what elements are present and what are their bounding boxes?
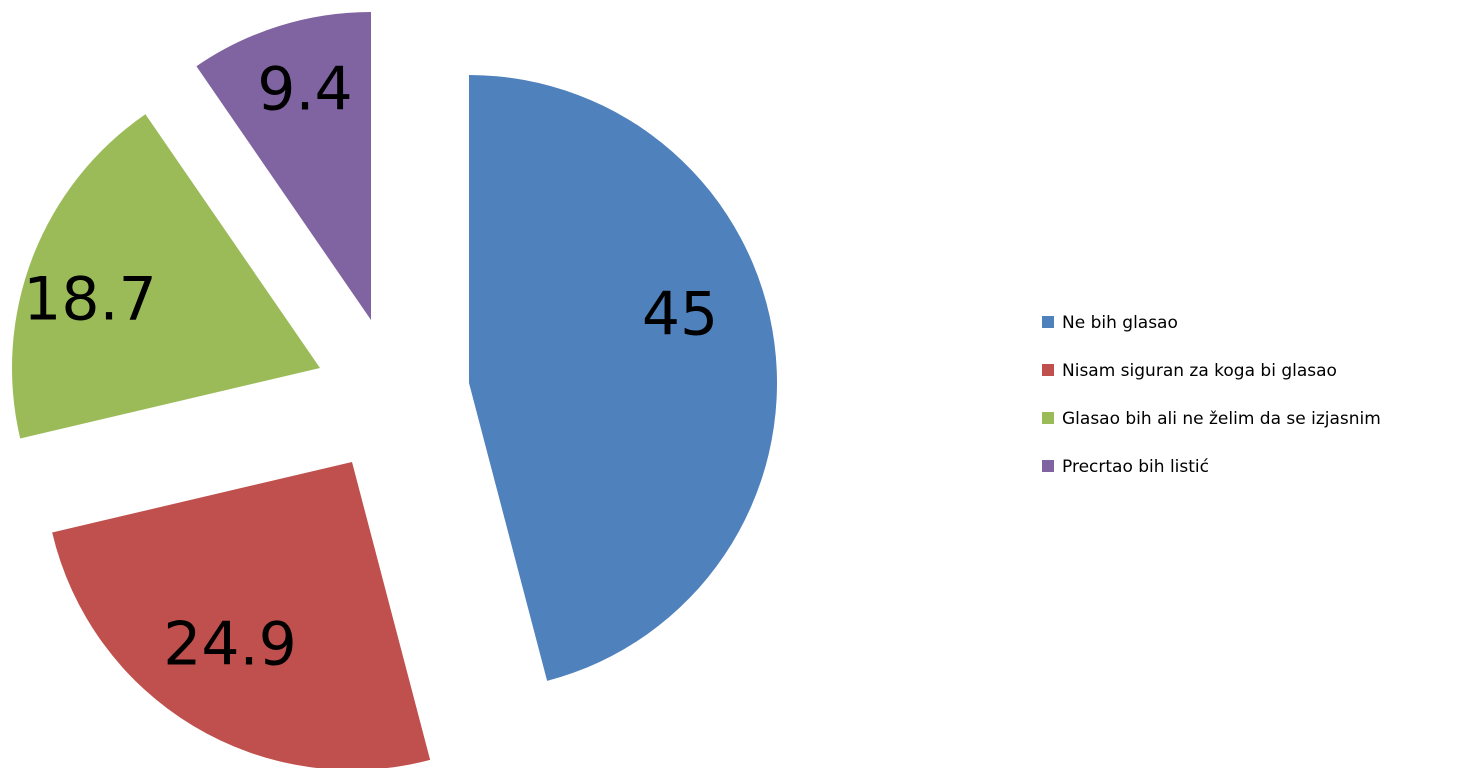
pie-slice	[52, 462, 431, 770]
pie-slice	[469, 75, 778, 681]
data-label: 18.7	[23, 265, 157, 335]
legend-label: Nisam siguran za koga bi glasao	[1062, 361, 1337, 381]
legend-swatch	[1042, 316, 1054, 328]
pie-slice	[11, 114, 321, 439]
data-label: 45	[642, 280, 718, 350]
data-label: 24.9	[163, 610, 297, 680]
legend-label: Ne bih glasao	[1062, 313, 1178, 333]
pie-slice	[196, 12, 371, 320]
legend-label: Glasao bih ali ne želim da se izjasnim	[1062, 409, 1381, 429]
legend-swatch	[1042, 412, 1054, 424]
legend-label: Precrtao bih listić	[1062, 457, 1209, 477]
data-label: 9.4	[257, 55, 352, 125]
legend-swatch	[1042, 364, 1054, 376]
legend-swatch	[1042, 460, 1054, 472]
